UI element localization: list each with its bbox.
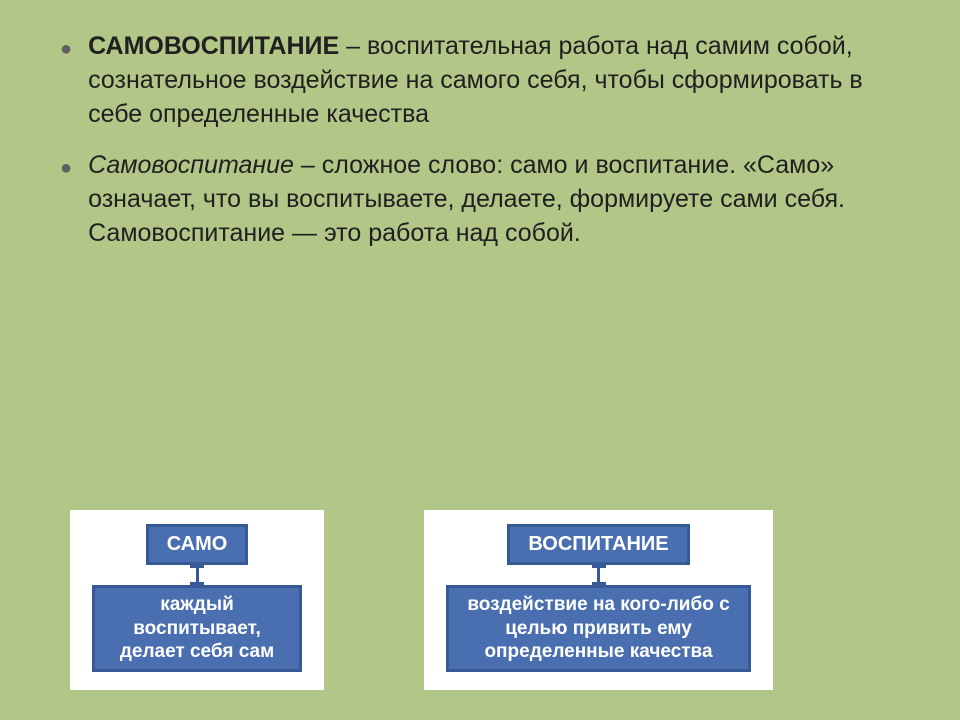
bullet-1: ● САМОВОСПИТАНИЕ – воспитательная работа…	[60, 30, 910, 131]
bullet-marker-icon: ●	[60, 155, 72, 250]
connector-icon	[196, 568, 199, 582]
bullet-2: ● Самовоспитание – сложное слово: само и…	[60, 149, 910, 250]
bullet-2-lead: Самовоспитание	[88, 151, 294, 179]
bullet-1-text: САМОВОСПИТАНИЕ – воспитательная работа н…	[88, 30, 910, 131]
diagrams-row: САМО каждый воспитывает, делает себя сам…	[0, 510, 960, 690]
diagram-vospitanie-desc: воздействие на кого-либо с целью привить…	[446, 585, 751, 672]
bullet-marker-icon: ●	[60, 36, 72, 131]
diagram-card-vospitanie: ВОСПИТАНИЕ воздействие на кого-либо с це…	[424, 510, 773, 690]
diagram-vospitanie-header: ВОСПИТАНИЕ	[507, 524, 689, 565]
connector-icon	[597, 568, 600, 582]
bullet-2-text: Самовоспитание – сложное слово: само и в…	[88, 149, 910, 250]
diagram-samo-header: САМО	[146, 524, 249, 565]
bullet-1-lead: САМОВОСПИТАНИЕ	[88, 32, 339, 60]
diagram-samo-desc: каждый воспитывает, делает себя сам	[92, 585, 302, 672]
diagram-card-samo: САМО каждый воспитывает, делает себя сам	[70, 510, 324, 690]
